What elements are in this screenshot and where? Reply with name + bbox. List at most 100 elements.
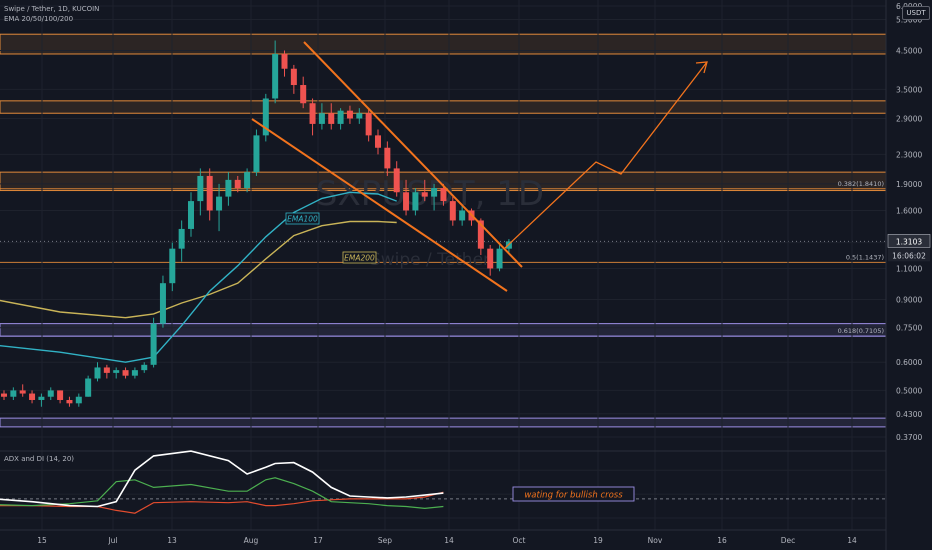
resistance-zone[interactable] — [0, 100, 887, 114]
price-tick-label: 0.5000 — [896, 386, 922, 395]
candle[interactable] — [225, 179, 232, 197]
countdown-text: 16:06:02 — [892, 251, 926, 260]
time-tick-label: Oct — [513, 536, 526, 545]
candle[interactable] — [85, 378, 92, 397]
price-tick-label: 0.4300 — [896, 410, 922, 419]
candle[interactable] — [75, 396, 82, 404]
projection-arrowhead[interactable] — [695, 61, 708, 74]
candle[interactable] — [188, 201, 194, 229]
support-zone[interactable] — [0, 417, 887, 428]
currency-badge[interactable]: USDT — [902, 6, 930, 20]
candle[interactable] — [365, 113, 372, 136]
price-tick-label: 1.9000 — [896, 180, 922, 189]
time-tick-label: 17 — [313, 536, 323, 545]
drawings-layer[interactable] — [251, 41, 708, 292]
ema-layer — [0, 191, 397, 363]
time-tick-label: 15 — [37, 536, 47, 545]
time-tick-label: Nov — [648, 536, 663, 545]
fib-level-label: 0.5(1.1437) — [846, 253, 884, 261]
candle[interactable] — [393, 168, 400, 193]
channel-trendline[interactable] — [251, 118, 508, 292]
indicator-title[interactable]: EMA 20/50/100/200 — [4, 15, 74, 23]
zones-layer — [0, 33, 887, 428]
candle[interactable] — [496, 248, 503, 269]
ema100-line — [0, 191, 397, 363]
price-tick-label: 0.9000 — [896, 295, 922, 304]
price-tick-label: 1.6000 — [896, 206, 922, 215]
candle[interactable] — [262, 98, 269, 136]
candle[interactable] — [459, 210, 466, 221]
candle[interactable] — [1, 393, 7, 397]
candle[interactable] — [206, 175, 213, 211]
candle[interactable] — [290, 68, 297, 86]
time-axis[interactable]: 15 Jul 13 Aug 17 Sep 14 Oct 19 Nov 16 Dec 14 — [0, 529, 886, 545]
annotation-text[interactable]: wating for bullish cross — [524, 491, 623, 501]
plus-di-line — [0, 477, 444, 510]
time-tick-label: Sep — [378, 536, 392, 545]
candle[interactable] — [328, 113, 335, 124]
time-tick-label: Dec — [781, 536, 796, 545]
candle[interactable] — [66, 399, 73, 404]
candle[interactable] — [150, 323, 157, 365]
candle[interactable] — [103, 367, 110, 373]
candle[interactable] — [10, 390, 17, 397]
candle[interactable] — [318, 113, 325, 124]
ema-labels: EMA100 EMA200 — [285, 212, 377, 264]
candle[interactable] — [337, 110, 344, 124]
indicator-title[interactable]: ADX and DI (14, 20) — [4, 455, 74, 463]
candle[interactable] — [253, 135, 260, 173]
candle[interactable] — [141, 364, 148, 371]
price-axis-bg — [886, 0, 932, 550]
time-tick-label: 14 — [847, 536, 857, 545]
candle[interactable] — [94, 367, 101, 379]
candle[interactable] — [375, 135, 381, 148]
time-tick-label: 16 — [717, 536, 727, 545]
price-tick-label: 2.3000 — [896, 150, 922, 159]
candle[interactable] — [487, 248, 494, 269]
candle[interactable] — [244, 172, 251, 189]
candle[interactable] — [29, 393, 36, 400]
candle[interactable] — [346, 110, 353, 119]
last-price-badge — [887, 234, 931, 248]
channel-trendline[interactable] — [303, 41, 523, 268]
candle[interactable] — [178, 228, 185, 249]
candle[interactable] — [19, 390, 26, 394]
candle[interactable] — [234, 179, 241, 189]
candle[interactable] — [272, 53, 279, 99]
ema-label-box — [342, 251, 377, 264]
price-axis[interactable]: 6.00005.50004.50003.50002.90002.30001.90… — [885, 0, 932, 550]
candle[interactable] — [421, 192, 428, 197]
candle[interactable] — [281, 53, 288, 69]
fib-level-label: 0.618(0.7105) — [838, 327, 884, 335]
candle[interactable] — [440, 188, 447, 202]
candle[interactable] — [122, 370, 129, 376]
candle[interactable] — [38, 396, 45, 400]
candle[interactable] — [216, 196, 223, 211]
candles-layer[interactable] — [1, 40, 512, 407]
candle[interactable] — [300, 85, 307, 104]
candle[interactable] — [449, 201, 456, 221]
support-zone[interactable] — [0, 323, 887, 337]
projection-path[interactable] — [504, 61, 708, 249]
candle[interactable] — [169, 248, 176, 284]
candle[interactable] — [431, 188, 438, 197]
resistance-zone[interactable] — [0, 33, 887, 55]
candle[interactable] — [197, 175, 204, 202]
candle[interactable] — [159, 283, 166, 324]
price-tick-label: 0.3700 — [896, 433, 922, 442]
candle[interactable] — [356, 113, 363, 119]
candle[interactable] — [57, 390, 64, 400]
candle[interactable] — [384, 147, 391, 169]
candle[interactable] — [47, 390, 54, 397]
annotation-box[interactable] — [512, 486, 635, 502]
symbol-title[interactable]: Swipe / Tether, 1D, KUCOIN — [4, 5, 100, 13]
candle[interactable] — [131, 370, 138, 376]
candle[interactable] — [309, 103, 316, 124]
candle[interactable] — [113, 370, 120, 373]
ema-label: EMA100 — [287, 215, 318, 224]
candle[interactable] — [477, 220, 484, 249]
candle[interactable] — [403, 192, 410, 211]
fib-labels: 0.382(1.8410) 0.5(1.1437) 0.618(0.7105) — [838, 180, 884, 335]
candle[interactable] — [412, 192, 419, 211]
